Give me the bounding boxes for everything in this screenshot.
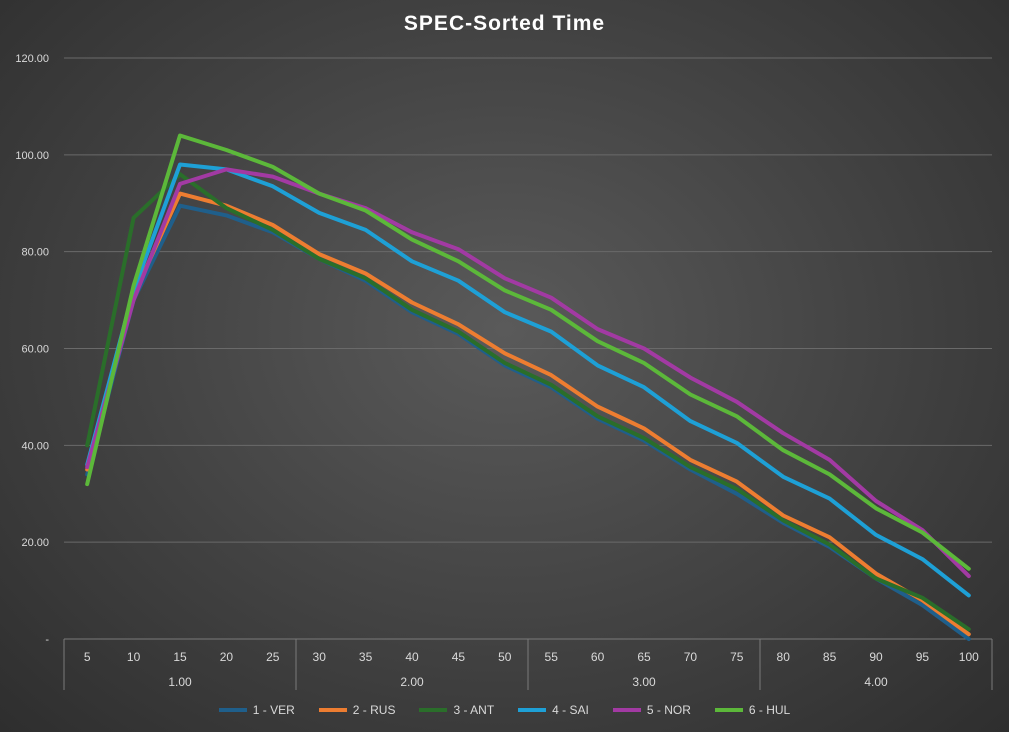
x-tick-label: 100 bbox=[959, 650, 979, 664]
y-tick-label: 80.00 bbox=[21, 247, 49, 259]
x-tick-label: 85 bbox=[823, 650, 837, 664]
x-group-label: 4.00 bbox=[864, 675, 888, 689]
y-tick-label: 20.00 bbox=[21, 537, 49, 549]
series-line-5-nor bbox=[85, 167, 971, 579]
legend-swatch bbox=[612, 708, 641, 712]
y-tick-label: 40.00 bbox=[21, 440, 49, 452]
x-tick-label: 5 bbox=[84, 650, 91, 664]
legend-swatch bbox=[518, 708, 547, 712]
legend: 1 - VER 2 - RUS 3 - ANT 4 - SAI 5 - NOR 6 - H… bbox=[0, 703, 1009, 717]
x-tick-label: 65 bbox=[637, 650, 651, 664]
axes: - 20.00 40.00 60.00 80.00 100.00 120.00 5 10 15 20… bbox=[15, 53, 993, 690]
legend-item: 5 - NOR bbox=[612, 703, 691, 717]
x-tick-label: 50 bbox=[498, 650, 512, 664]
series-lines bbox=[85, 133, 971, 641]
y-tick-label: 60.00 bbox=[21, 344, 49, 356]
x-tick-label: 75 bbox=[730, 650, 744, 664]
legend-item: 6 - HUL bbox=[714, 703, 791, 717]
legend-label: 5 - NOR bbox=[646, 703, 691, 717]
series-line-3-ant bbox=[85, 172, 971, 632]
x-tick-label: 90 bbox=[869, 650, 883, 664]
x-tick-label: 45 bbox=[452, 650, 466, 664]
series-line-2-rus bbox=[85, 191, 971, 637]
legend-swatch bbox=[218, 708, 247, 712]
legend-label: 6 - HUL bbox=[748, 703, 791, 717]
legend-label: 3 - ANT bbox=[453, 703, 495, 717]
legend-swatch bbox=[318, 708, 347, 712]
legend-label: 2 - RUS bbox=[352, 703, 396, 717]
legend-item: 3 - ANT bbox=[419, 703, 494, 717]
x-group-label: 3.00 bbox=[632, 675, 656, 689]
legend-swatch bbox=[714, 708, 743, 712]
x-tick-label: 80 bbox=[777, 650, 791, 664]
x-tick-label: 20 bbox=[220, 650, 234, 664]
x-tick-label: 25 bbox=[266, 650, 280, 664]
series-line-6-hul bbox=[85, 133, 971, 571]
x-tick-label: 55 bbox=[545, 650, 559, 664]
x-tick-label: 35 bbox=[359, 650, 373, 664]
legend-item: 2 - RUS bbox=[318, 703, 396, 717]
x-tick-label: 70 bbox=[684, 650, 698, 664]
x-tick-label: 15 bbox=[173, 650, 187, 664]
y-tick-label: 100.00 bbox=[15, 150, 49, 162]
legend-swatch bbox=[419, 708, 448, 712]
x-group-label: 1.00 bbox=[168, 675, 192, 689]
legend-item: 1 - VER bbox=[218, 703, 295, 717]
legend-label: 1 - VER bbox=[252, 703, 295, 717]
x-tick-label: 95 bbox=[916, 650, 930, 664]
x-tick-label: 60 bbox=[591, 650, 605, 664]
x-tick-label: 40 bbox=[405, 650, 419, 664]
y-tick-label: - bbox=[45, 634, 49, 646]
x-tick-label: 30 bbox=[313, 650, 327, 664]
y-tick-label: 120.00 bbox=[15, 53, 49, 65]
chart-title: SPEC-Sorted Time bbox=[403, 12, 606, 35]
legend-label: 4 - SAI bbox=[552, 703, 589, 717]
legend-item: 4 - SAI bbox=[518, 703, 589, 717]
series-line-4-sai bbox=[85, 162, 971, 598]
x-tick-label: 10 bbox=[127, 650, 141, 664]
x-group-label: 2.00 bbox=[400, 675, 424, 689]
series-line-1-ver bbox=[85, 203, 971, 641]
